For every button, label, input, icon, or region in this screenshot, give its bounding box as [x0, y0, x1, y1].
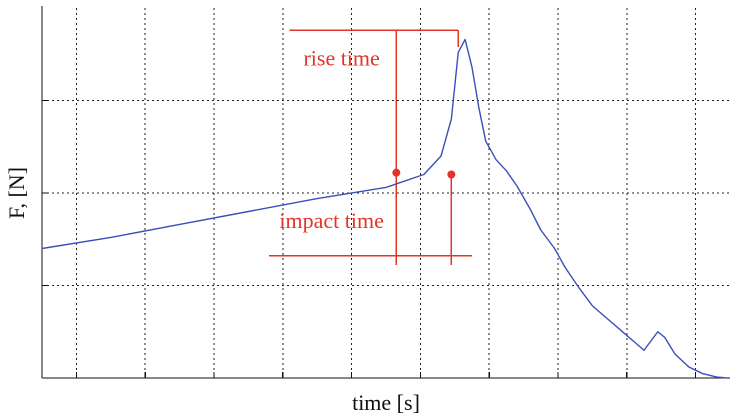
annotation-layer — [269, 29, 472, 266]
event-marker-2 — [447, 170, 456, 179]
axes-layer — [41, 6, 730, 379]
x-axis-label: time [s] — [352, 390, 420, 415]
series-layer — [41, 38, 728, 379]
y-axis-label: F, [N] — [4, 167, 29, 219]
marker-layer — [392, 168, 456, 179]
force-signal-line — [41, 38, 728, 379]
grid-layer — [42, 8, 730, 378]
rise-time-label: rise time — [303, 45, 379, 70]
label-layer: time [s] F, [N] rise time impact time — [4, 45, 420, 415]
event-marker-1 — [392, 168, 401, 177]
impact-time-label: impact time — [279, 208, 383, 233]
